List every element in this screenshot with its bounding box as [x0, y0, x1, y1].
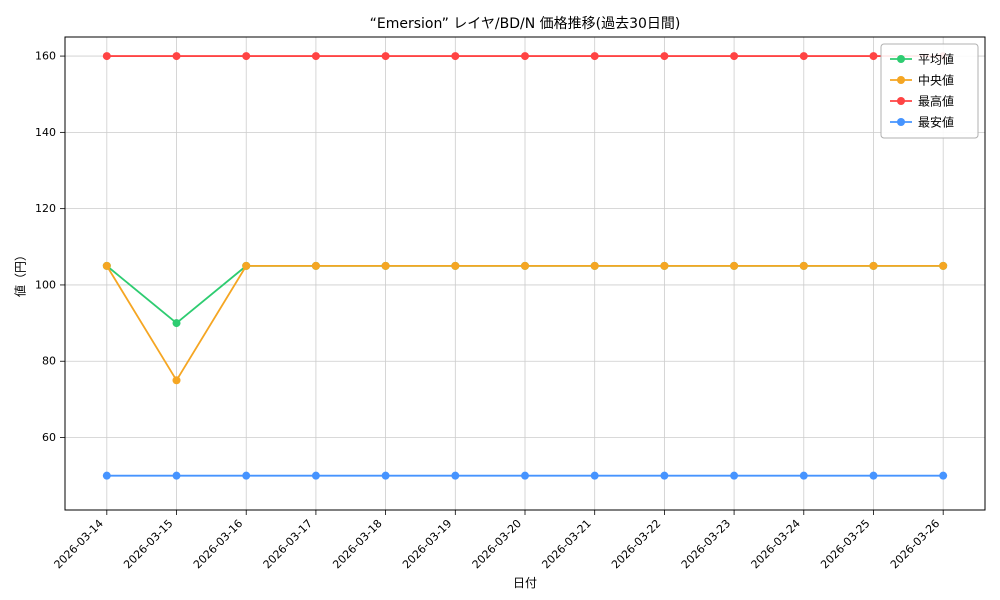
legend-sample-marker — [897, 76, 905, 84]
legend-label: 最高値 — [918, 94, 954, 109]
series-marker — [869, 52, 878, 61]
series-marker — [869, 261, 878, 270]
legend-label: 平均値 — [918, 52, 954, 67]
series-marker — [311, 471, 320, 480]
series-marker — [660, 52, 669, 61]
series-marker — [799, 52, 808, 61]
series-marker — [242, 52, 251, 61]
y-tick-label: 140 — [35, 126, 56, 139]
chart-title: “Emersion” レイヤ/BD/N 価格推移(過去30日間) — [369, 16, 681, 32]
series-marker — [172, 319, 181, 328]
x-tick-label: 2026-03-21 — [539, 517, 593, 571]
x-tick-label: 2026-03-24 — [749, 517, 803, 571]
legend-sample-marker — [897, 118, 905, 126]
series-marker — [660, 471, 669, 480]
series-marker — [590, 261, 599, 270]
y-tick-label: 80 — [42, 355, 56, 368]
series-marker — [590, 52, 599, 61]
series-marker — [730, 471, 739, 480]
series-marker — [172, 52, 181, 61]
series-marker — [381, 471, 390, 480]
x-tick-label: 2026-03-23 — [679, 517, 733, 571]
series-marker — [451, 52, 460, 61]
series-marker — [451, 261, 460, 270]
series-marker — [172, 376, 181, 385]
x-tick-label: 2026-03-22 — [609, 517, 663, 571]
legend-label: 最安値 — [918, 115, 954, 130]
legend-sample-marker — [897, 55, 905, 63]
legend-label: 中央値 — [918, 73, 954, 88]
series-marker — [799, 471, 808, 480]
series-marker — [102, 52, 111, 61]
y-tick-label: 160 — [35, 50, 56, 63]
series-marker — [939, 471, 948, 480]
series-marker — [381, 261, 390, 270]
x-axis-label: 日付 — [512, 576, 537, 590]
series-marker — [660, 261, 669, 270]
series-marker — [730, 261, 739, 270]
series-marker — [172, 471, 181, 480]
x-tick-label: 2026-03-15 — [121, 517, 175, 571]
series-marker — [521, 261, 529, 270]
series-marker — [590, 471, 599, 480]
series-marker — [730, 52, 739, 61]
legend-sample-marker — [897, 97, 905, 105]
legend-box — [880, 43, 979, 139]
series-marker — [451, 471, 460, 480]
series-marker — [242, 261, 251, 270]
series-marker — [799, 261, 808, 270]
x-tick-label: 2026-03-19 — [400, 517, 454, 571]
series-marker — [102, 261, 111, 270]
series-marker — [869, 471, 878, 480]
series-marker — [521, 52, 529, 61]
y-tick-label: 60 — [42, 431, 56, 444]
x-tick-label: 2026-03-14 — [52, 517, 106, 571]
x-tick-label: 2026-03-17 — [261, 517, 315, 571]
series-marker — [102, 471, 111, 480]
series-marker — [939, 261, 948, 270]
y-tick-label: 100 — [35, 278, 56, 291]
y-tick-label: 120 — [35, 202, 56, 215]
x-tick-label: 2026-03-26 — [888, 517, 942, 571]
plot-border — [64, 36, 986, 511]
x-tick-label: 2026-03-18 — [330, 517, 384, 571]
x-tick-label: 2026-03-25 — [818, 517, 872, 571]
series-marker — [381, 52, 390, 61]
series-marker — [521, 471, 529, 480]
series-marker — [242, 471, 251, 480]
x-tick-label: 2026-03-16 — [191, 517, 245, 571]
series-marker — [311, 261, 320, 270]
x-tick-label: 2026-03-20 — [470, 517, 524, 571]
series-marker — [311, 52, 320, 61]
